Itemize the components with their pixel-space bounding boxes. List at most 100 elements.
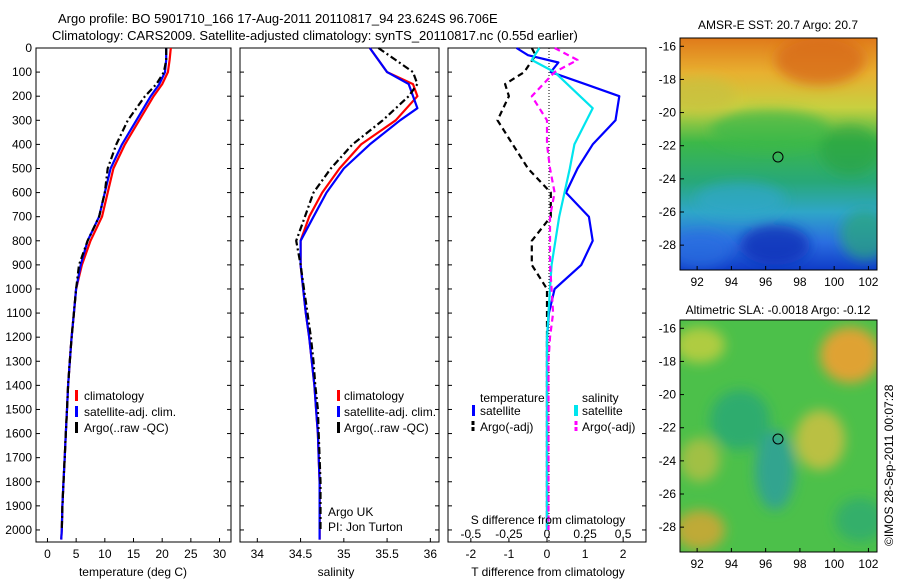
salinity-depth-ticks bbox=[240, 47, 439, 531]
salinity-legend: climatology satellite-adj. clim. Argo(..… bbox=[337, 389, 436, 435]
y-tick-label: 500 bbox=[12, 161, 32, 175]
series-line-argo-raw-qc bbox=[60, 48, 168, 531]
map-x-tick-label: 92 bbox=[690, 557, 704, 571]
map-y-tick-label: -26 bbox=[659, 205, 677, 219]
sla-map-title: Altimetric SLA: -0.0018 Argo: -0.12 bbox=[686, 303, 871, 317]
legend-swatch-sal-satellite bbox=[574, 405, 578, 416]
map-y-tick-label: -24 bbox=[659, 172, 677, 186]
x2-tick-label: 0.25 bbox=[573, 527, 597, 541]
map-y-tick-label: -20 bbox=[659, 388, 677, 402]
map-y-tick-label: -16 bbox=[659, 321, 677, 335]
legend-label-sal-satellite: satellite bbox=[582, 404, 623, 418]
map-y-tick-label: -26 bbox=[659, 487, 677, 501]
y-tick-label: 900 bbox=[12, 258, 32, 272]
map-y-tick-label: -22 bbox=[659, 421, 677, 435]
x2-tick-label: -0.25 bbox=[495, 527, 523, 541]
temperature-lines bbox=[60, 47, 172, 540]
map-y-tick-label: -24 bbox=[659, 454, 677, 468]
map-x-tick-label: 102 bbox=[858, 275, 878, 289]
t-difference-label: T difference from climatology bbox=[471, 565, 625, 579]
y-tick-label: 1800 bbox=[5, 475, 32, 489]
series-line-satellite-adj-clim bbox=[299, 47, 419, 540]
y-tick-label: 0 bbox=[25, 41, 32, 55]
map-y-tick-label: -28 bbox=[659, 520, 677, 534]
legend-label-climatology: climatology bbox=[84, 389, 144, 403]
legend-label-argo: Argo(..raw -QC) bbox=[84, 421, 169, 435]
legend-label-temp-argo: Argo(-adj) bbox=[480, 420, 533, 434]
map-x-tick-label: 94 bbox=[725, 275, 739, 289]
sla-map-axes: 92 94 96 98 100 102 -16 -18 -20 -22 -24 -26 -28 bbox=[659, 321, 879, 571]
salinity-lines bbox=[295, 47, 419, 540]
y-tick-label: 1100 bbox=[6, 306, 32, 320]
x-tick-label: 0 bbox=[544, 547, 551, 561]
legend-label-satellite: satellite-adj. clim. bbox=[344, 405, 436, 419]
y-tick-label: 800 bbox=[12, 234, 32, 248]
x2-tick-label: 0.5 bbox=[615, 527, 632, 541]
chart-title-line1: Argo profile: BO 5901710_166 17-Aug-2011… bbox=[58, 11, 498, 26]
temperature-x-axis: 0 5 10 15 20 25 30 bbox=[44, 538, 227, 561]
map-x-tick-label: 100 bbox=[824, 557, 844, 571]
x2-tick-label: -0.5 bbox=[461, 527, 482, 541]
y-tick-label: 2000 bbox=[5, 523, 32, 537]
legend-label-satellite: satellite-adj. clim. bbox=[84, 405, 176, 419]
legend-swatch-argo bbox=[75, 422, 78, 433]
x-tick-label: 34 bbox=[251, 547, 265, 561]
x-tick-label: 0 bbox=[44, 547, 51, 561]
x-tick-label: 20 bbox=[155, 547, 169, 561]
salinity-panel: 34 34.5 35 35.5 36 salinity climatology sate… bbox=[239, 47, 440, 579]
x-tick-label: 35 bbox=[337, 547, 351, 561]
legend-swatch-temp-satellite bbox=[472, 405, 475, 416]
salinity-xlabel: salinity bbox=[318, 565, 355, 579]
y-tick-label: 1000 bbox=[5, 282, 32, 296]
x-tick-label: 5 bbox=[73, 547, 80, 561]
y-tick-label: 1900 bbox=[5, 499, 32, 513]
y-tick-label: 400 bbox=[12, 137, 32, 151]
legend-swatch-climatology bbox=[75, 390, 78, 401]
legend-temperature-title: temperature bbox=[480, 391, 545, 405]
x-tick-label: -2 bbox=[466, 547, 477, 561]
map-x-tick-label: 94 bbox=[725, 557, 739, 571]
map-y-tick-label: -28 bbox=[659, 238, 677, 252]
sst-map-frame bbox=[679, 37, 878, 271]
x-tick-label: 36 bbox=[424, 547, 438, 561]
y-tick-label: 600 bbox=[12, 186, 32, 200]
map-y-tick-label: -16 bbox=[659, 39, 677, 53]
x-tick-label: -1 bbox=[504, 547, 515, 561]
legend-salinity-title: salinity bbox=[582, 391, 619, 405]
legend-label-sal-argo: Argo(-adj) bbox=[582, 420, 635, 434]
x-tick-label: 2 bbox=[620, 547, 627, 561]
difference-panel: -2 -1 0 1 2 -0.5 -0.25 0 0.25 0.5 S difference fr… bbox=[447, 47, 647, 579]
y-tick-label: 300 bbox=[12, 113, 32, 127]
series-line-climatology bbox=[60, 47, 172, 540]
x2-tick-label: 0 bbox=[544, 527, 551, 541]
difference-lines bbox=[496, 47, 621, 530]
s-difference-label: S difference from climatology bbox=[471, 513, 626, 527]
legend-swatch-argo bbox=[337, 422, 340, 433]
chart-title-line2: Climatology: CARS2009. Satellite-adjuste… bbox=[52, 28, 578, 43]
argo-uk-annotation: Argo UK bbox=[328, 505, 373, 519]
salinity-panel-frame bbox=[239, 47, 440, 543]
y-tick-label: 1300 bbox=[5, 354, 32, 368]
difference-legend: temperature salinity satellite satellite… bbox=[471, 391, 635, 434]
x-tick-label: 35.5 bbox=[375, 547, 399, 561]
y-tick-label: 1600 bbox=[5, 427, 32, 441]
legend-swatch-climatology bbox=[337, 390, 340, 401]
series-line-temperature-argo-adj bbox=[496, 47, 552, 530]
x-tick-label: 10 bbox=[98, 547, 112, 561]
series-line-salinity-argo-adj bbox=[530, 47, 579, 530]
x-tick-label: 25 bbox=[184, 547, 198, 561]
temperature-panel: 0100200300400500600700800900100011001200… bbox=[5, 41, 232, 579]
map-y-tick-label: -20 bbox=[659, 106, 677, 120]
map-y-tick-label: -18 bbox=[659, 354, 677, 368]
legend-label-climatology: climatology bbox=[344, 389, 404, 403]
map-x-tick-label: 98 bbox=[793, 557, 807, 571]
footer-credit: ©IMOS 28-Sep-2011 00:07:28 bbox=[882, 384, 896, 546]
map-x-tick-label: 102 bbox=[858, 557, 878, 571]
map-x-tick-label: 98 bbox=[793, 275, 807, 289]
sla-field-texture bbox=[680, 327, 877, 550]
legend-swatch-satellite bbox=[337, 406, 340, 417]
argo-location-marker bbox=[772, 151, 784, 163]
legend-label-temp-satellite: satellite bbox=[480, 404, 521, 418]
series-line-salinity-satellite bbox=[530, 47, 594, 530]
map-y-tick-label: -18 bbox=[659, 72, 677, 86]
